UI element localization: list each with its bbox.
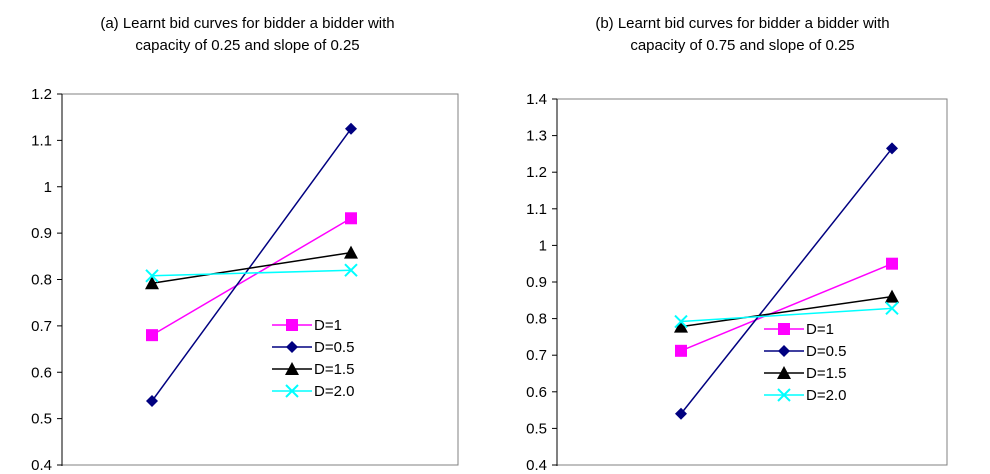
series-D=1.5 <box>674 289 899 333</box>
series-line <box>151 251 352 284</box>
y-tick-label: 1 <box>44 179 52 196</box>
y-tick-label: 1.1 <box>526 201 547 218</box>
y-tick-label: 1.3 <box>526 128 547 145</box>
series-line <box>151 269 352 277</box>
chart-panel-b: (b) Learnt bid curves for bidder a bidde… <box>495 0 990 474</box>
y-tick-label: 0.4 <box>31 457 52 474</box>
legend-marker <box>286 319 298 331</box>
legend-label: D=1 <box>314 317 342 334</box>
y-tick-label: 1.4 <box>526 91 547 108</box>
data-point <box>675 407 687 420</box>
y-tick-label: 0.5 <box>526 420 547 437</box>
series-D=0.5 <box>146 122 357 408</box>
legend-label: D=2.0 <box>314 383 354 400</box>
y-tick-label: 0.8 <box>31 272 52 289</box>
data-point <box>675 344 687 357</box>
data-point <box>344 263 358 277</box>
data-point <box>674 314 688 329</box>
series-line <box>680 307 893 323</box>
series-D=2.0 <box>145 263 358 283</box>
chart-title-line-1: (a) Learnt bid curves for bidder a bidde… <box>100 15 395 32</box>
y-tick-label: 0.4 <box>526 457 547 474</box>
chart-title: (b) Learnt bid curves for bidder a bidde… <box>495 13 990 57</box>
plot-area <box>61 93 459 466</box>
chart-title: (a) Learnt bid curves for bidder a bidde… <box>0 13 495 57</box>
y-tick-label: 1.2 <box>526 164 547 181</box>
legend-marker <box>778 345 790 357</box>
chart-title-line-2: capacity of 0.25 and slope of 0.25 <box>135 37 360 54</box>
series-line <box>151 217 352 336</box>
line-chart-b: 0.40.50.60.70.80.911.11.21.31.4D=1D=0.5D… <box>526 91 948 474</box>
series-line <box>680 263 893 352</box>
legend-marker <box>285 362 299 375</box>
y-tick-label: 0.8 <box>526 311 547 328</box>
data-point <box>674 319 688 333</box>
y-tick-label: 0.6 <box>526 384 547 401</box>
data-point <box>344 245 358 259</box>
y-tick-label: 1 <box>539 237 547 254</box>
data-point <box>145 269 159 283</box>
legend: D=1 D=0.5 D=1.5 D=2.0 <box>764 321 846 404</box>
chart-title-line-1: (b) Learnt bid curves for bidder a bidde… <box>595 15 890 32</box>
legend-marker <box>777 388 791 402</box>
legend-marker <box>778 323 790 335</box>
y-tick-label: 0.5 <box>31 411 52 428</box>
series-D=1 <box>146 212 357 342</box>
data-point <box>345 212 357 225</box>
chart-panel-a: (a) Learnt bid curves for bidder a bidde… <box>0 13 495 474</box>
y-tick-label: 0.7 <box>31 318 52 335</box>
data-point <box>345 122 357 135</box>
data-point <box>145 276 159 290</box>
series-line <box>151 128 352 402</box>
legend-label: D=1.5 <box>314 361 354 378</box>
data-point <box>146 395 158 408</box>
legend: D=1 D=0.5 D=1.5 D=2.0 <box>272 317 354 400</box>
data-point <box>886 142 898 155</box>
legend-marker <box>286 341 298 353</box>
series-D=1 <box>675 257 898 357</box>
series-line <box>680 147 893 415</box>
chart-title-line-2: capacity of 0.75 and slope of 0.25 <box>630 37 855 54</box>
y-tick-label: 1.1 <box>31 132 52 149</box>
legend-marker <box>285 384 299 398</box>
legend-label: D=0.5 <box>314 339 354 356</box>
y-tick-label: 0.7 <box>526 347 547 364</box>
legend-label: D=2.0 <box>806 387 846 404</box>
series-D=1.5 <box>145 245 358 290</box>
y-tick-label: 0.6 <box>31 364 52 381</box>
legend-label: D=1 <box>806 321 834 338</box>
series-D=0.5 <box>675 142 898 420</box>
y-tick-label: 1.2 <box>31 86 52 103</box>
line-chart-a: 0.40.50.60.70.80.911.11.2D=1D=0.5D=1.5D=… <box>31 86 459 474</box>
data-point <box>886 257 898 270</box>
legend-label: D=0.5 <box>806 343 846 360</box>
data-point <box>146 329 158 342</box>
legend-marker <box>777 366 791 379</box>
series-line <box>680 295 893 328</box>
series-D=2.0 <box>674 301 899 329</box>
y-tick-label: 0.9 <box>31 225 52 242</box>
legend-label: D=1.5 <box>806 365 846 382</box>
data-point <box>885 289 899 303</box>
data-point <box>885 301 899 316</box>
y-tick-label: 0.9 <box>526 274 547 291</box>
